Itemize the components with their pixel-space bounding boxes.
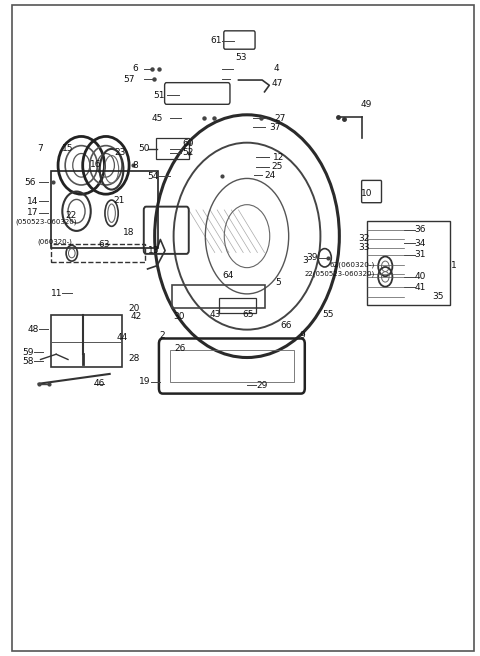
Text: 36: 36 xyxy=(415,225,426,234)
Text: 5: 5 xyxy=(276,277,281,287)
Text: 14: 14 xyxy=(27,197,39,206)
Text: 58: 58 xyxy=(23,357,34,366)
Text: 48: 48 xyxy=(27,325,39,334)
Text: 21: 21 xyxy=(113,195,124,205)
Text: 50: 50 xyxy=(138,144,149,154)
Text: 20: 20 xyxy=(129,304,140,313)
Text: 12: 12 xyxy=(273,153,284,162)
Text: 55: 55 xyxy=(323,310,334,319)
Text: 43: 43 xyxy=(209,310,220,319)
Text: 10: 10 xyxy=(360,189,372,198)
Text: (050523-060320): (050523-060320) xyxy=(15,218,76,225)
Text: 18: 18 xyxy=(122,228,134,237)
Text: 45: 45 xyxy=(151,113,163,123)
Text: 39: 39 xyxy=(307,253,318,262)
Text: 9: 9 xyxy=(299,331,305,340)
Text: 37: 37 xyxy=(269,123,281,132)
Text: 57: 57 xyxy=(124,75,135,84)
Text: 46: 46 xyxy=(94,379,106,388)
Text: 42: 42 xyxy=(130,312,142,321)
Bar xyxy=(367,221,450,305)
Text: 64: 64 xyxy=(222,271,233,280)
Bar xyxy=(218,298,255,313)
Text: 1: 1 xyxy=(451,261,456,270)
Text: 4: 4 xyxy=(274,64,280,73)
Text: 60: 60 xyxy=(182,138,194,148)
Text: 15: 15 xyxy=(62,144,74,153)
Text: 34: 34 xyxy=(415,239,426,248)
Text: 40: 40 xyxy=(415,272,426,281)
Bar xyxy=(51,171,158,248)
Text: 8: 8 xyxy=(132,161,138,170)
Text: 25: 25 xyxy=(272,162,283,171)
Text: 28: 28 xyxy=(129,354,140,363)
Text: 62(060320-): 62(060320-) xyxy=(330,262,375,268)
Text: 29: 29 xyxy=(256,380,268,390)
Text: 65: 65 xyxy=(242,310,254,319)
Text: 31: 31 xyxy=(415,250,426,259)
Text: 61: 61 xyxy=(210,36,222,45)
Text: 32: 32 xyxy=(359,234,370,243)
Text: 6: 6 xyxy=(132,64,138,73)
Bar xyxy=(51,315,122,367)
Text: 52: 52 xyxy=(182,148,194,157)
Text: 26: 26 xyxy=(175,344,186,354)
Text: 22(050523-060320): 22(050523-060320) xyxy=(305,271,375,277)
Text: 51: 51 xyxy=(154,91,165,100)
Text: 23: 23 xyxy=(114,148,126,157)
Text: 35: 35 xyxy=(432,292,444,301)
Text: 44: 44 xyxy=(116,333,128,342)
Text: 49: 49 xyxy=(360,100,372,110)
Text: 33: 33 xyxy=(359,243,370,253)
Text: 11: 11 xyxy=(51,289,62,298)
Text: 17: 17 xyxy=(27,208,39,217)
Bar xyxy=(170,350,294,382)
Text: 53: 53 xyxy=(236,53,247,62)
Text: 2: 2 xyxy=(159,331,165,340)
Bar xyxy=(51,244,145,262)
Text: 30: 30 xyxy=(173,312,185,321)
Text: 22: 22 xyxy=(65,211,76,220)
Text: 27: 27 xyxy=(274,113,286,123)
Text: (060320-): (060320-) xyxy=(37,238,72,245)
Text: 66: 66 xyxy=(280,321,292,330)
Text: 47: 47 xyxy=(272,79,283,89)
Bar xyxy=(156,138,189,159)
Text: 16: 16 xyxy=(90,160,101,169)
Text: 3: 3 xyxy=(302,256,308,265)
Text: 19: 19 xyxy=(139,377,151,386)
Text: 56: 56 xyxy=(24,178,36,187)
Text: 13: 13 xyxy=(147,246,159,255)
Text: 59: 59 xyxy=(23,348,34,357)
Text: 7: 7 xyxy=(37,144,43,154)
Text: 63: 63 xyxy=(99,239,110,249)
Text: 41: 41 xyxy=(415,283,426,292)
Text: 54: 54 xyxy=(147,172,159,181)
Text: 24: 24 xyxy=(264,171,276,180)
